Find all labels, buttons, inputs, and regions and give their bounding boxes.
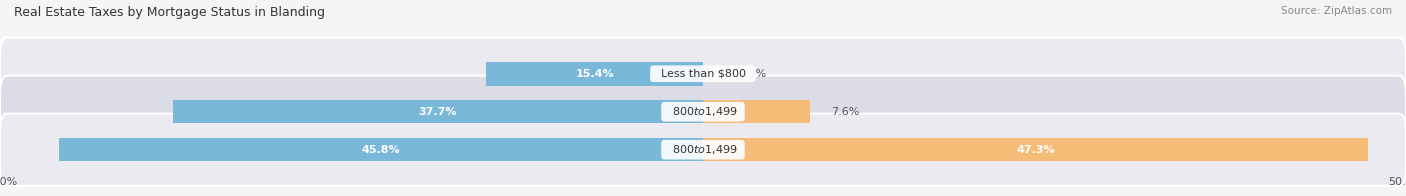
Text: 0.0%: 0.0% <box>738 69 766 79</box>
Text: Source: ZipAtlas.com: Source: ZipAtlas.com <box>1281 6 1392 16</box>
Text: Less than $800: Less than $800 <box>654 69 752 79</box>
Text: $800 to $1,499: $800 to $1,499 <box>665 143 741 156</box>
Text: 47.3%: 47.3% <box>1017 145 1054 155</box>
Bar <box>59 138 703 162</box>
Text: 37.7%: 37.7% <box>419 107 457 117</box>
Bar <box>173 100 703 123</box>
Text: 45.8%: 45.8% <box>361 145 401 155</box>
Text: Real Estate Taxes by Mortgage Status in Blanding: Real Estate Taxes by Mortgage Status in … <box>14 6 325 19</box>
Bar <box>486 62 703 85</box>
Text: 15.4%: 15.4% <box>575 69 614 79</box>
Bar <box>703 138 1368 162</box>
FancyBboxPatch shape <box>0 114 1406 186</box>
Text: $800 to $1,499: $800 to $1,499 <box>665 105 741 118</box>
FancyBboxPatch shape <box>0 76 1406 148</box>
Text: 7.6%: 7.6% <box>831 107 859 117</box>
Bar <box>703 100 810 123</box>
FancyBboxPatch shape <box>0 38 1406 110</box>
